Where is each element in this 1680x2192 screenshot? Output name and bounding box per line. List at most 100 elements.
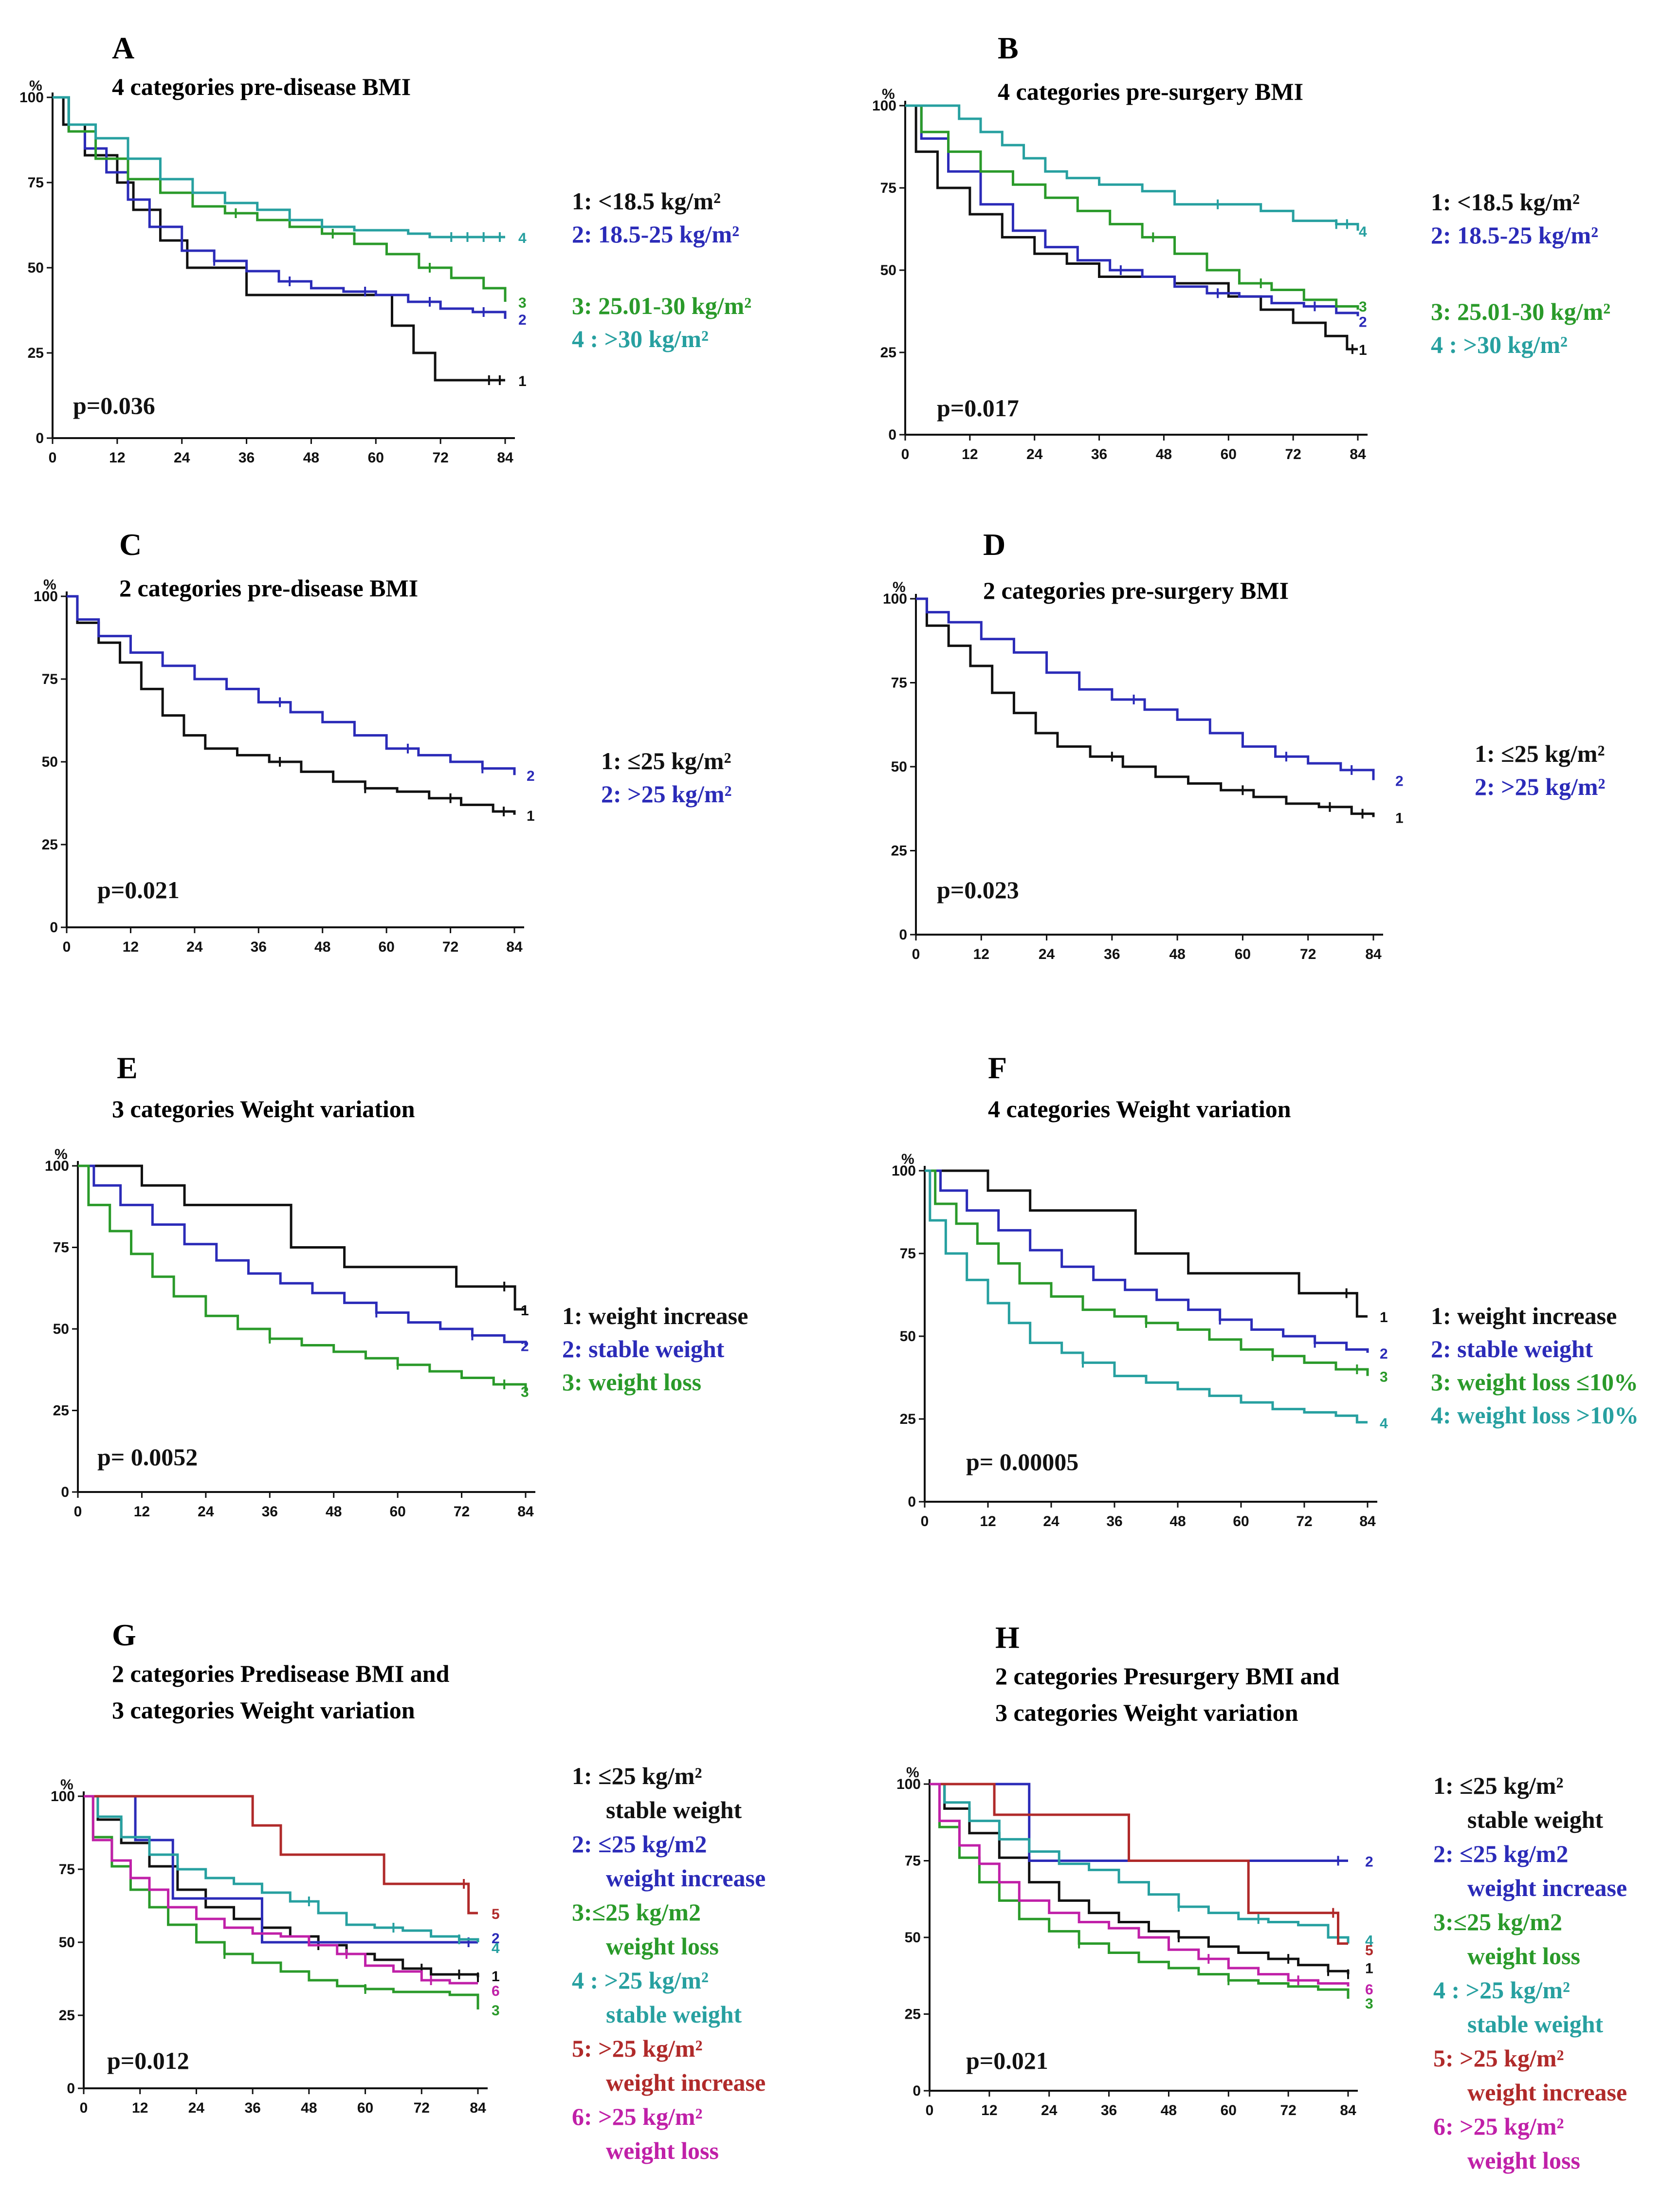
x-tick-label: 60: [1221, 2102, 1237, 2118]
y-tick-label: 0: [36, 430, 44, 446]
y-tick-label: 75: [880, 180, 896, 196]
curve-end-label: 5: [492, 1906, 500, 1922]
curve-end-label: 3: [1365, 1996, 1373, 2012]
panel-letter: C: [119, 527, 142, 562]
x-tick-label: 24: [1026, 446, 1043, 462]
survival-curve-6: [930, 1783, 1350, 1987]
legend-entry: 3:≤25 kg/m2: [572, 1898, 701, 1926]
x-tick-label: 84: [517, 1504, 534, 1520]
panel-title: 4 categories pre-surgery BMI: [998, 78, 1303, 105]
y-tick-label: 50: [42, 754, 58, 770]
survival-curve-3: [78, 1164, 527, 1391]
panel-a: A 4 categories pre-disease BMI 0 25 50 75 100%…: [19, 31, 751, 466]
p-value: p= 0.0052: [97, 1443, 198, 1471]
y-tick-label: 25: [880, 345, 896, 361]
x-tick-label: 36: [238, 450, 255, 466]
y-tick-label: 100: [51, 1788, 75, 1805]
y-tick-label: 100: [896, 1776, 921, 1792]
x-tick-label: 84: [497, 450, 513, 466]
panel-letter: A: [112, 31, 134, 65]
x-tick-label: 24: [1041, 2102, 1058, 2118]
x-tick-label: 84: [506, 939, 523, 955]
y-tick-label: 25: [905, 2007, 921, 2023]
survival-curve-4: [930, 1783, 1350, 1944]
panel-letter: G: [112, 1618, 136, 1652]
x-tick-label: 36: [251, 939, 267, 955]
x-tick-label: 0: [921, 1513, 929, 1529]
x-tick-label: 60: [357, 2100, 373, 2116]
legend-entry-detail: stable weight: [1467, 2010, 1604, 2038]
survival-curve-4: [925, 1169, 1368, 1424]
legend-entry: 5: >25 kg/m²: [572, 2035, 702, 2062]
legend-entry: 2: stable weight: [562, 1335, 725, 1363]
x-tick-label: 36: [1104, 946, 1120, 962]
survival-curve-3: [930, 1783, 1350, 1999]
panel-title: 2 categories Predisease BMI and: [112, 1660, 450, 1687]
y-tick-label: 50: [28, 260, 44, 276]
legend-entry-detail: stable weight: [606, 1796, 742, 1824]
y-tick-label: 50: [900, 1328, 916, 1345]
survival-curve-3: [925, 1169, 1369, 1376]
x-tick-label: 72: [442, 939, 458, 955]
legend-entry-detail: weight increase: [1467, 2079, 1627, 2106]
x-tick-label: 12: [962, 446, 978, 462]
x-tick-label: 36: [1106, 1513, 1122, 1529]
curve-end-label: 2: [492, 1931, 500, 1947]
x-tick-label: 36: [262, 1504, 278, 1520]
y-tick-label: 25: [42, 837, 58, 853]
survival-curve-2: [84, 1795, 478, 1944]
y-tick-label: 75: [42, 671, 58, 687]
x-tick-label: 0: [912, 946, 920, 962]
y-tick-label: 100: [872, 98, 896, 114]
x-tick-label: 72: [432, 450, 448, 466]
curve-end-label: 4: [1380, 1416, 1388, 1432]
curve-end-label: 4: [1365, 1933, 1373, 1949]
x-tick-label: 72: [1300, 946, 1316, 962]
legend-entry: 4: weight loss >10%: [1431, 1401, 1639, 1429]
legend-entry: 2: >25 kg/m²: [1475, 773, 1605, 800]
x-tick-label: 48: [1156, 446, 1172, 462]
legend-entry: 6: >25 kg/m²: [572, 2103, 702, 2130]
curve-end-label: 1: [518, 373, 527, 389]
y-tick-label: 50: [880, 262, 896, 278]
x-tick-label: 84: [1365, 946, 1382, 962]
curve-end-label: 1: [527, 808, 535, 824]
y-tick-label: 0: [61, 1484, 69, 1500]
y-tick-label: 25: [891, 843, 907, 859]
y-tick-label: 25: [53, 1403, 69, 1419]
panel-letter: H: [995, 1620, 1020, 1655]
survival-curve-1: [930, 1783, 1350, 1974]
x-tick-label: 84: [1340, 2102, 1356, 2118]
legend-entry: 1: weight increase: [1431, 1302, 1617, 1329]
curve-end-label: 3: [1359, 299, 1367, 315]
legend-entry: 3: 25.01-30 kg/m²: [1431, 298, 1610, 325]
survival-curve-4: [84, 1795, 479, 1942]
curve-end-label: 4: [518, 230, 527, 246]
panel-title: 3 categories Weight variation: [112, 1095, 415, 1123]
curve-end-label: 2: [521, 1339, 529, 1355]
curve-end-label: 2: [1395, 774, 1404, 790]
x-tick-label: 60: [378, 939, 394, 955]
curve-end-label: 3: [1380, 1369, 1388, 1385]
panel-letter: B: [998, 31, 1019, 65]
legend-entry: 3: weight loss: [562, 1368, 701, 1396]
y-tick-label: 75: [905, 1853, 921, 1869]
panel-subtitle: 3 categories Weight variation: [995, 1699, 1298, 1726]
p-value: p=0.021: [966, 2047, 1048, 2074]
y-tick-label: 75: [900, 1246, 916, 1262]
x-tick-label: 60: [1235, 946, 1251, 962]
legend-entry: 5: >25 kg/m²: [1433, 2045, 1564, 2072]
panel-d: D 2 categories pre-surgery BMI 0 25 50 75 100%…: [883, 527, 1606, 962]
panel-title: 4 categories pre-disease BMI: [112, 73, 411, 100]
y-tick-label: 75: [891, 675, 907, 691]
x-tick-label: 24: [1043, 1513, 1059, 1529]
y-tick-label: 50: [891, 759, 907, 775]
panel-title: 4 categories Weight variation: [988, 1095, 1291, 1123]
x-tick-label: 12: [109, 450, 125, 466]
curve-end-label: 6: [492, 1983, 500, 1999]
panel-letter: F: [988, 1050, 1007, 1085]
x-tick-label: 72: [1285, 446, 1301, 462]
p-value: p=0.012: [107, 2047, 189, 2074]
legend-entry: 1: ≤25 kg/m²: [601, 747, 731, 774]
